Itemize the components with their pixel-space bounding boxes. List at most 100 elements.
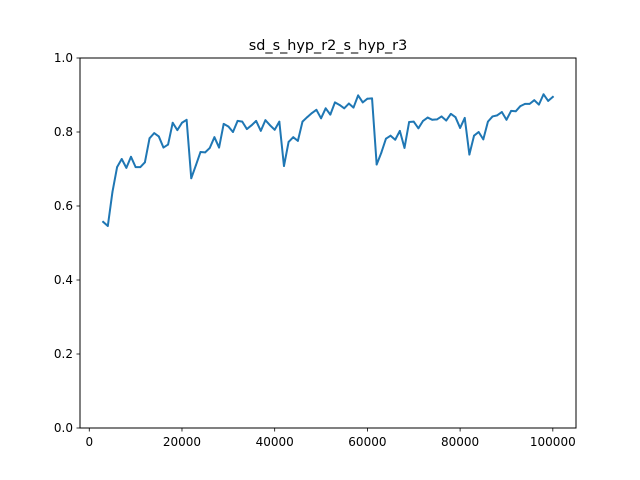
data-point — [547, 100, 550, 102]
data-point — [343, 107, 346, 110]
data-point — [510, 110, 512, 112]
data-point — [385, 137, 387, 140]
data-point — [422, 120, 424, 122]
data-point — [338, 104, 341, 106]
y-tick-label: 0.4 — [54, 273, 73, 287]
data-point — [134, 166, 137, 169]
data-point — [482, 138, 485, 141]
data-point — [389, 134, 392, 137]
data-point — [116, 166, 118, 169]
data-point — [431, 118, 434, 121]
data-point — [181, 121, 183, 124]
data-point — [533, 99, 536, 102]
data-point — [301, 120, 304, 123]
data-point — [125, 166, 128, 169]
data-point — [310, 112, 313, 115]
x-tick-label: 40000 — [256, 435, 294, 449]
data-point — [315, 108, 318, 111]
data-point — [222, 122, 225, 125]
data-point — [357, 94, 360, 97]
data-point — [176, 129, 179, 132]
data-point — [324, 107, 327, 110]
data-point — [519, 105, 522, 107]
data-point — [463, 117, 466, 119]
data-point — [204, 151, 207, 154]
data-point — [449, 112, 452, 115]
data-point — [551, 95, 554, 98]
data-point — [361, 101, 364, 104]
data-point — [292, 136, 295, 139]
data-point — [477, 131, 480, 133]
data-point — [528, 102, 531, 105]
data-point — [505, 118, 508, 121]
y-tick-label: 0.0 — [54, 421, 73, 435]
y-tick-label: 0.2 — [54, 347, 73, 361]
data-point — [269, 124, 271, 127]
data-point — [250, 124, 253, 127]
data-point — [167, 143, 169, 146]
data-point — [236, 120, 239, 122]
data-point — [162, 146, 165, 149]
data-point — [171, 121, 174, 124]
data-point — [491, 115, 494, 118]
data-point — [496, 114, 499, 117]
data-point — [347, 102, 350, 105]
data-point — [185, 118, 188, 121]
data-point — [139, 166, 142, 169]
y-tick-label: 0.6 — [54, 199, 73, 213]
data-point — [542, 93, 545, 96]
data-point — [106, 225, 109, 227]
data-point — [500, 111, 503, 113]
data-point — [296, 139, 299, 142]
series-line-0 — [101, 93, 555, 227]
data-point — [199, 151, 202, 153]
x-tick-label: 0 — [85, 435, 93, 449]
data-point — [334, 101, 336, 104]
data-point — [157, 135, 160, 138]
data-point — [130, 155, 132, 158]
data-point — [232, 131, 234, 133]
data-point — [190, 177, 193, 180]
x-tick-label: 20000 — [163, 435, 201, 449]
data-point — [241, 120, 244, 123]
data-point — [148, 137, 151, 140]
data-point — [306, 116, 309, 119]
data-point — [380, 151, 383, 154]
data-point — [366, 97, 369, 100]
x-tick-label: 60000 — [348, 435, 386, 449]
data-point — [459, 127, 462, 129]
data-point — [329, 113, 332, 116]
data-point — [524, 102, 526, 105]
data-point — [514, 110, 517, 113]
data-point — [538, 103, 540, 106]
data-point — [398, 129, 401, 132]
data-point — [445, 119, 448, 122]
data-point — [218, 146, 220, 149]
data-point — [194, 164, 197, 167]
data-point — [375, 163, 378, 166]
data-point — [440, 115, 443, 118]
data-point — [371, 97, 373, 100]
chart-title: sd_s_hyp_r2_s_hyp_r3 — [249, 38, 408, 54]
data-point — [278, 120, 281, 123]
data-point — [264, 119, 267, 122]
y-axis: 0.0 0.2 0.4 0.6 0.8 1.0 — [54, 51, 80, 435]
data-point — [487, 120, 489, 123]
data-point — [426, 116, 429, 119]
data-point — [255, 120, 258, 122]
data-point — [436, 118, 438, 121]
data-point — [259, 129, 262, 132]
data-point — [153, 132, 156, 135]
data-point — [144, 161, 146, 164]
data-point — [111, 191, 114, 193]
data-point — [245, 128, 248, 130]
data-point — [352, 106, 355, 109]
data-point — [412, 120, 415, 123]
data-point — [283, 165, 285, 167]
x-axis: 0 20000 40000 60000 80000 100000 — [85, 428, 576, 449]
data-point — [320, 117, 322, 120]
plot-layer — [101, 93, 555, 227]
data-point — [273, 128, 276, 131]
